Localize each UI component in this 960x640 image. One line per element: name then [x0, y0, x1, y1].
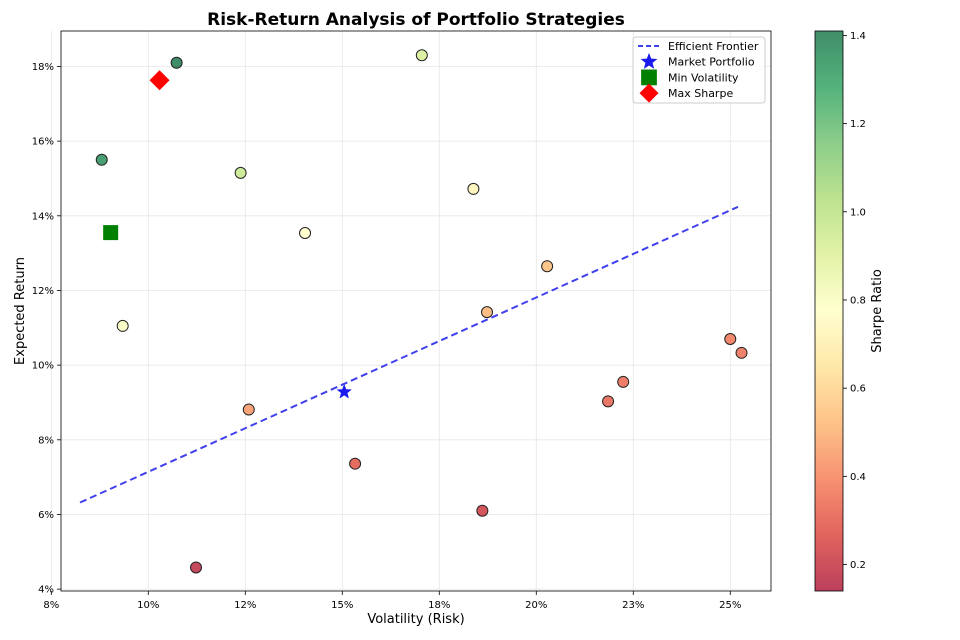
colorbar-tick-label: 0.2 [850, 560, 866, 571]
colorbar-tick-label: 0.6 [850, 384, 866, 395]
y-tick-label: 18% [32, 62, 54, 73]
portfolio-point [467, 182, 480, 195]
special-markers [103, 70, 352, 399]
portfolio-point [602, 395, 615, 408]
legend-label: Efficient Frontier [668, 40, 759, 53]
portfolio-point [170, 56, 183, 69]
portfolio-point [481, 306, 493, 319]
portfolio-point [724, 333, 737, 345]
x-tick-label: 15% [331, 600, 353, 611]
efficient-frontier-line [79, 205, 739, 504]
market-portfolio-marker [640, 52, 658, 69]
colorbar-tick-label: 0.4 [850, 472, 866, 483]
x-tick-label: 12% [234, 600, 256, 611]
y-axis-label: Expected Return [13, 257, 28, 365]
portfolio-point [95, 153, 108, 166]
portfolio-point [190, 561, 203, 574]
colorbar-tick-label: 1.2 [850, 119, 866, 130]
legend-label: Max Sharpe [668, 87, 733, 100]
scatter-points [95, 49, 748, 574]
legend-box [632, 36, 766, 104]
legend: Efficient Frontier Market Portfolio Min Vo… [632, 36, 766, 104]
y-tick-label: 6% [38, 510, 54, 521]
portfolio-point [299, 226, 312, 239]
y-tick-label: 8% [38, 435, 54, 446]
chart-title: Risk-Return Analysis of Portfolio Strate… [207, 10, 625, 30]
x-tick-label: 8% [43, 600, 59, 611]
portfolio-point [116, 319, 129, 332]
max-sharpe-marker [639, 83, 659, 103]
colorbar-tick-label: 1.4 [850, 31, 866, 42]
portfolio-point [476, 504, 489, 517]
x-axis-label: Volatility (Risk) [367, 612, 464, 627]
colorbar-label: Sharpe Ratio [870, 269, 885, 353]
legend-item: Max Sharpe [639, 83, 733, 103]
legend-item: Min Volatility [641, 69, 739, 86]
y-tick-label: 4% [38, 585, 54, 596]
x-tick-label: 20% [525, 600, 547, 611]
portfolio-point [541, 260, 554, 273]
legend-item: Efficient Frontier [638, 40, 759, 53]
x-tick-label: 10% [137, 600, 159, 611]
portfolio-point [242, 403, 255, 416]
portfolio-point [234, 166, 247, 179]
x-tick-label: 18% [428, 600, 450, 611]
colorbar: 0.2 0.4 0.6 0.8 1.0 1.2 1.4 Sharpe Ratio [814, 30, 885, 592]
y-tick-label: 14% [32, 211, 54, 222]
y-tick-label: 10% [32, 361, 54, 372]
min-volatility-marker [641, 69, 657, 86]
portfolio-point [735, 346, 748, 359]
x-axis-ticks: 8% 10% 12% 15% 18% 20% 23% 25% [43, 591, 741, 611]
max-sharpe-marker [149, 70, 170, 91]
x-tick-label: 25% [719, 600, 741, 611]
x-tick-label: 23% [622, 600, 644, 611]
legend-label: Min Volatility [668, 71, 739, 84]
colorbar-gradient [814, 30, 844, 592]
efficient-frontier-layer [79, 205, 739, 504]
legend-label: Market Portfolio [668, 56, 755, 69]
colorbar-tick-label: 1.0 [850, 207, 866, 218]
grid [50, 31, 771, 591]
y-tick-label: 12% [32, 286, 54, 297]
y-axis-ticks: 4% 6% 8% 10% 12% 14% 16% 18% [32, 62, 61, 596]
plot-frame [60, 30, 772, 592]
portfolio-point [617, 375, 630, 388]
portfolio-point [349, 457, 362, 470]
legend-item: Market Portfolio [640, 52, 755, 69]
y-tick-label: 16% [32, 137, 54, 148]
colorbar-tick-label: 0.8 [850, 295, 866, 306]
portfolio-point [415, 49, 428, 62]
min-volatility-marker [103, 225, 119, 241]
market-portfolio-marker [336, 384, 352, 399]
